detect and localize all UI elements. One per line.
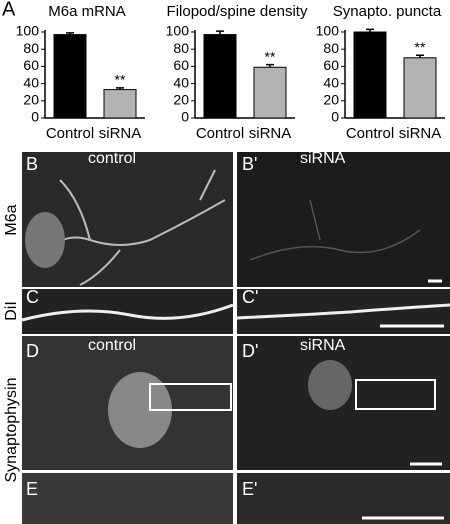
x-tick-label: Control (46, 125, 94, 142)
error-bar (216, 30, 224, 35)
bar (203, 34, 237, 119)
row-label: DiI (3, 301, 20, 321)
condition-label: control (88, 337, 136, 354)
y-tick-label: 80 (323, 40, 339, 56)
panel-label: B' (242, 154, 257, 174)
y-tick-label: 60 (173, 57, 189, 73)
error-bar (266, 63, 274, 68)
error-bar (66, 32, 74, 35)
condition-label: siRNA (300, 337, 346, 354)
panel-label: E (26, 479, 38, 499)
error-bar (116, 87, 124, 90)
panel-label: A (2, 0, 16, 20)
x-tick-label: siRNA (249, 125, 292, 142)
bar (353, 31, 387, 119)
y-tick-label: 0 (31, 109, 39, 125)
panel-label: C (26, 287, 39, 307)
bar (253, 66, 287, 119)
neurite (39, 169, 226, 286)
y-tick-label: 40 (323, 74, 339, 90)
y-tick-label: 40 (173, 74, 189, 90)
soma (308, 360, 352, 410)
y-tick-label: 0 (181, 109, 189, 125)
chart-title: M6a mRNA (48, 3, 126, 20)
dendrite (236, 303, 450, 320)
panel-label: C' (242, 287, 258, 307)
panel-label: E' (242, 479, 257, 499)
image (22, 473, 233, 524)
panel-label: B (26, 154, 38, 174)
bar (103, 89, 137, 119)
y-tick-label: 80 (173, 40, 189, 56)
row-label: M6a (3, 204, 20, 235)
significance-label: ** (115, 72, 126, 88)
y-tick-label: 20 (173, 92, 189, 108)
x-tick-label: Control (196, 125, 244, 142)
inset-box (355, 379, 436, 410)
y-tick-label: 20 (23, 92, 39, 108)
bar (403, 57, 437, 119)
error-bar (416, 54, 424, 58)
inset-box (149, 383, 232, 411)
row-label: Synaptophysin (3, 378, 20, 483)
image (237, 473, 450, 524)
y-tick-label: 20 (323, 92, 339, 108)
panel-label: D' (242, 341, 258, 361)
dendrite (21, 303, 234, 322)
chart-title: Synapto. puncta (333, 3, 442, 20)
condition-label: control (88, 150, 136, 167)
y-tick-label: 100 (166, 23, 190, 39)
neurite (249, 199, 421, 261)
image (237, 152, 450, 287)
error-bar (366, 28, 374, 32)
image (22, 289, 233, 334)
chart-title: Filopod/spine density (167, 3, 308, 20)
panel-label: D (26, 341, 39, 361)
y-tick-label: 0 (331, 109, 339, 125)
y-tick-label: 60 (23, 57, 39, 73)
x-tick-label: siRNA (399, 125, 442, 142)
soma (25, 212, 65, 268)
x-tick-label: siRNA (99, 125, 142, 142)
y-tick-label: 60 (323, 57, 339, 73)
bar (53, 34, 87, 119)
x-tick-label: Control (346, 125, 394, 142)
condition-label: siRNA (300, 150, 346, 167)
soma (108, 372, 172, 448)
y-tick-label: 100 (316, 23, 340, 39)
significance-label: ** (415, 39, 426, 55)
micrographs (21, 152, 450, 524)
significance-label: ** (265, 48, 276, 64)
y-tick-label: 100 (16, 23, 40, 39)
y-tick-label: 40 (23, 74, 39, 90)
y-tick-label: 80 (23, 40, 39, 56)
